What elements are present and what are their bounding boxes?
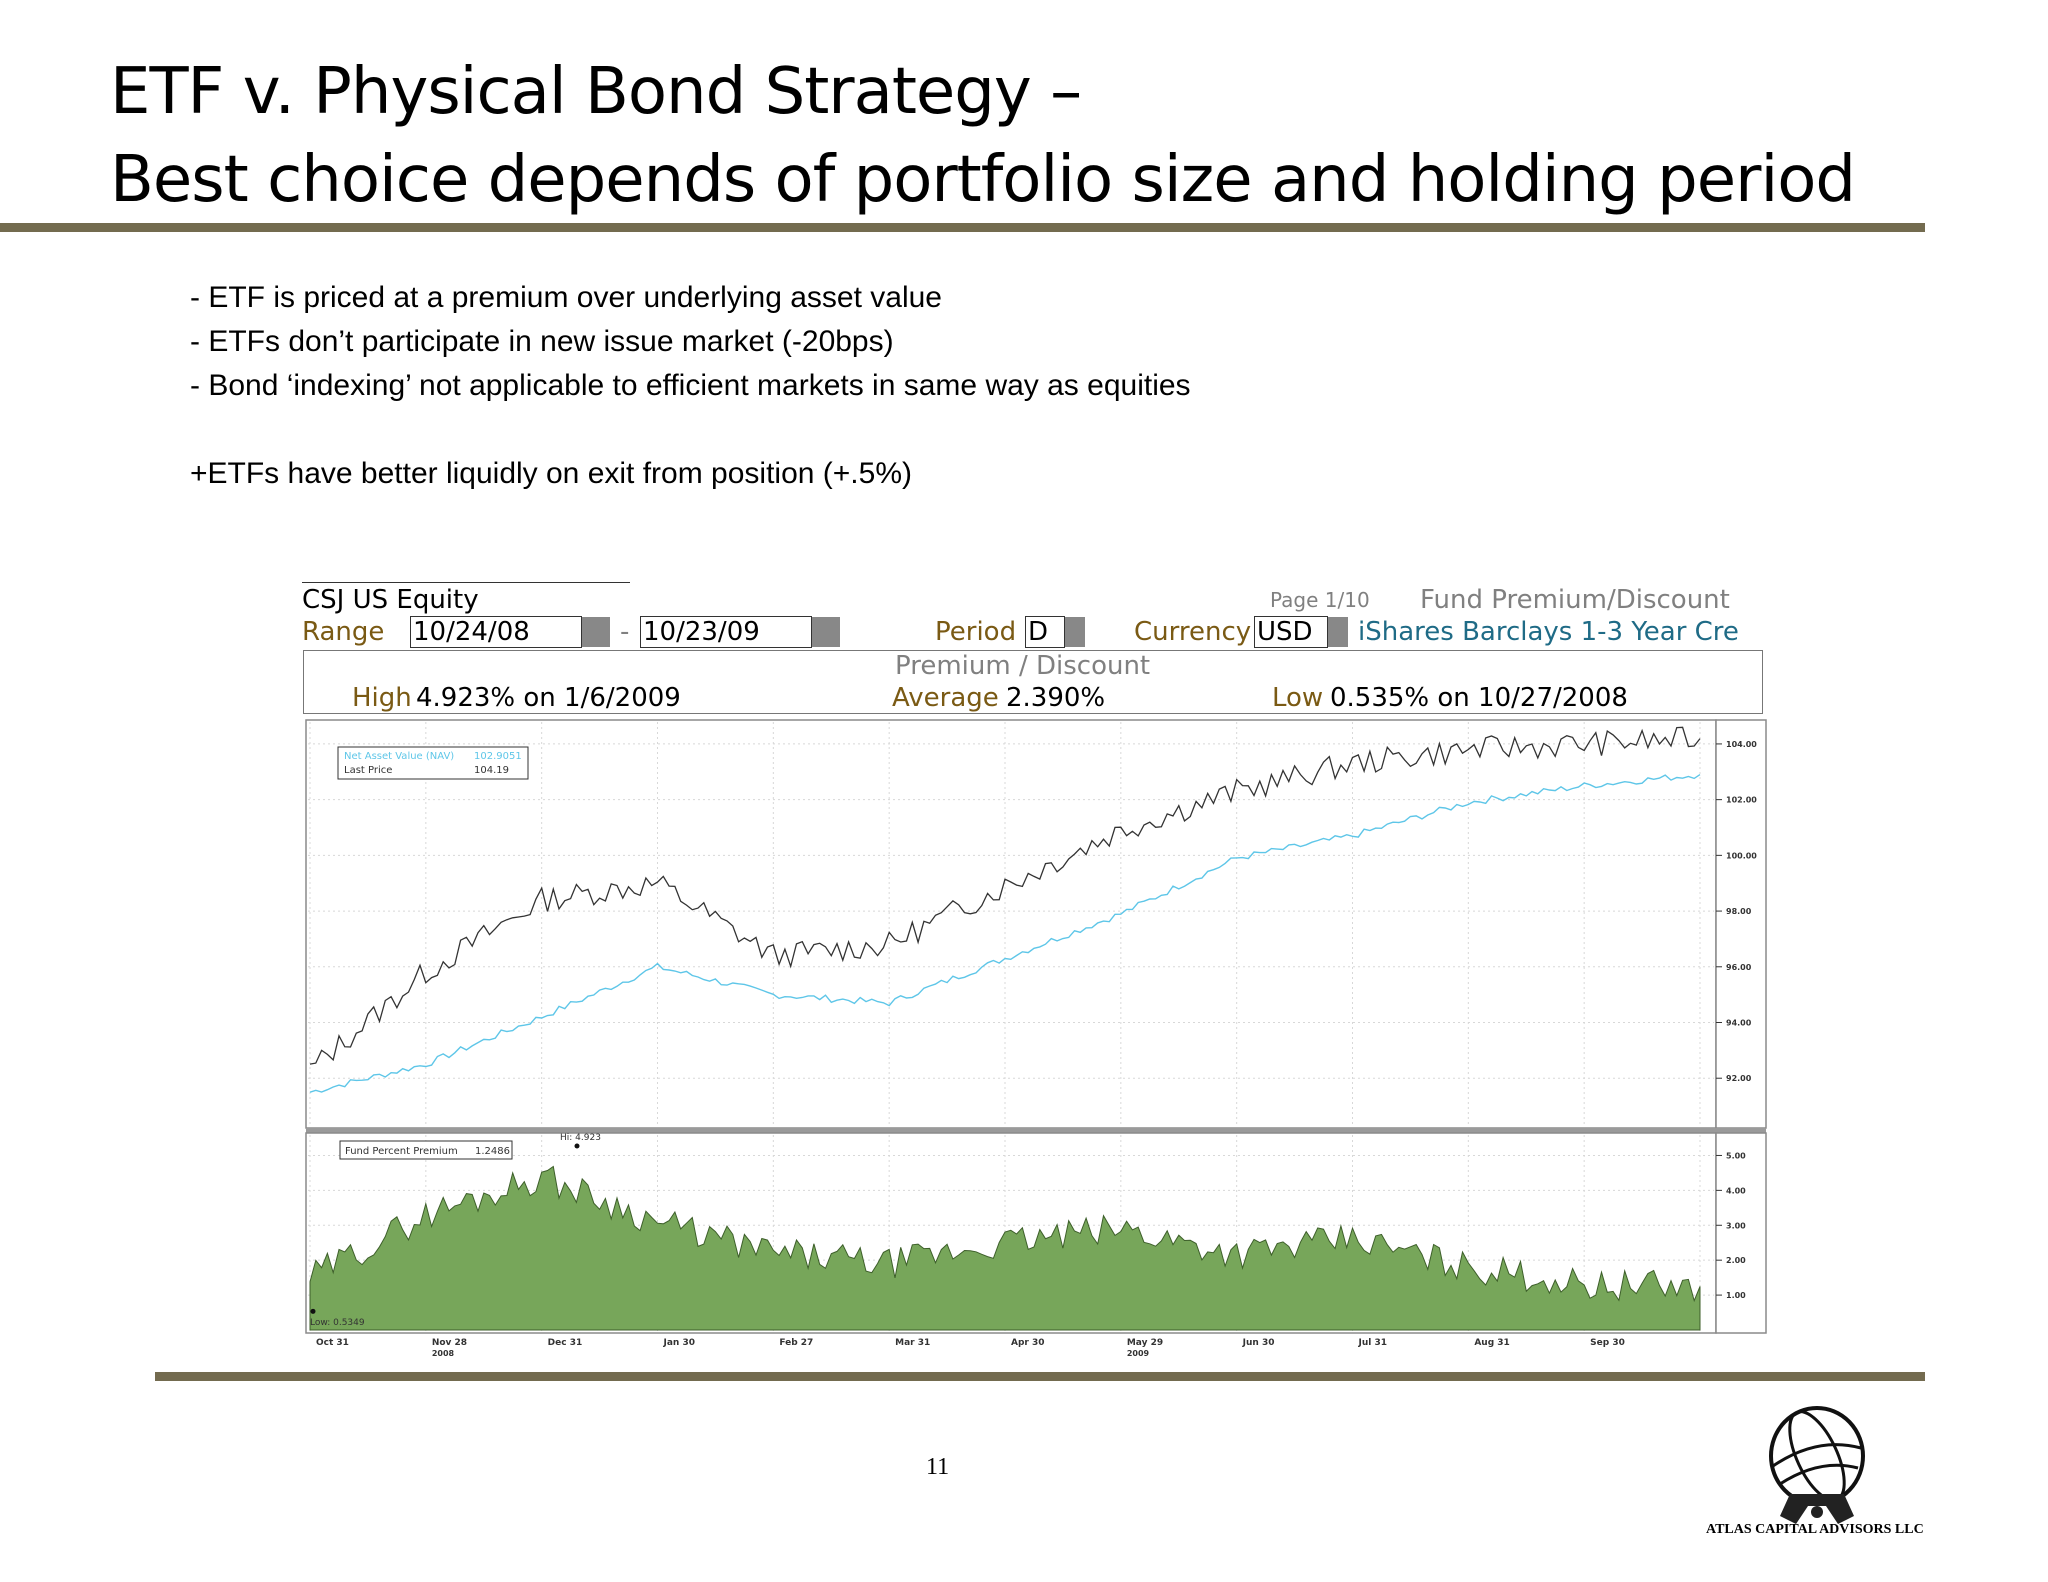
last-price-series-line	[309, 726, 1701, 1065]
price-panel	[305, 719, 1717, 1129]
premium-tick-label: 2.00	[1726, 1256, 1746, 1265]
premium-tick-label: 3.00	[1726, 1221, 1746, 1230]
x-year-label: 2008	[432, 1349, 455, 1358]
low-annotation: Low: 0.5349	[310, 1318, 365, 1328]
x-tick-label: Feb 27	[779, 1338, 813, 1348]
bloomberg-panel: CSJ US Equity Page 1/10 Fund Premium/Dis…	[300, 580, 1770, 1370]
average-value: 2.390%	[1006, 683, 1106, 713]
price-tick-label: 102.00	[1726, 796, 1757, 805]
x-tick-label: Jan 30	[663, 1338, 696, 1348]
price-tick-label: 96.00	[1726, 963, 1752, 972]
legend-premium-label: Fund Percent Premium	[345, 1146, 458, 1157]
x-tick-label: May 29	[1127, 1338, 1163, 1348]
price-tick-label: 94.00	[1726, 1019, 1752, 1028]
premium-tick-label: 1.00	[1726, 1291, 1746, 1300]
stats-title: Premium / Discount	[895, 651, 1151, 681]
legend-nav-value: 102.9051	[474, 751, 522, 762]
title-line-2: Best choice depends of portfolio size an…	[110, 143, 1856, 217]
screen-title: Fund Premium/Discount	[1420, 585, 1730, 615]
average-label: Average	[892, 683, 999, 713]
x-tick-label: Mar 31	[895, 1338, 930, 1348]
stats-bar	[303, 650, 1763, 714]
price-legend-box	[337, 746, 529, 780]
ticker-label: CSJ US Equity	[302, 585, 479, 615]
range-separator: -	[620, 617, 630, 647]
hi-marker	[574, 1143, 580, 1149]
bottom-divider	[155, 1372, 1925, 1381]
high-label: High	[352, 683, 412, 713]
price-tick-label: 92.00	[1726, 1074, 1752, 1083]
period-picker[interactable]	[1065, 617, 1085, 647]
low-marker	[310, 1308, 316, 1314]
range-end-picker[interactable]	[812, 617, 840, 647]
top-divider	[0, 223, 1925, 232]
legend-price-value: 104.19	[474, 765, 509, 776]
page-number: 11	[926, 1454, 950, 1480]
x-tick-label: Jul 31	[1358, 1338, 1388, 1348]
slide-title: ETF v. Physical Bond Strategy – Best cho…	[110, 48, 1856, 224]
title-line-1: ETF v. Physical Bond Strategy –	[110, 55, 1082, 129]
logo-text: ATLAS CAPITAL ADVISORS LLC	[1706, 1522, 1924, 1537]
page-indicator: Page 1/10	[1270, 588, 1370, 612]
high-value: 4.923% on 1/6/2009	[416, 683, 681, 713]
range-start-field[interactable]: 10/24/08	[410, 616, 582, 648]
fund-name: iShares Barclays 1-3 Year Cre	[1358, 617, 1739, 647]
period-field[interactable]: D	[1025, 616, 1065, 648]
premium-tick-label: 4.00	[1726, 1186, 1746, 1195]
legend-price-label: Last Price	[344, 765, 392, 776]
x-tick-label: Sep 30	[1590, 1338, 1625, 1348]
x-tick-label: Dec 31	[548, 1338, 583, 1348]
low-label: Low	[1272, 683, 1324, 713]
premium-area	[309, 1165, 1701, 1331]
range-end-field[interactable]: 10/23/09	[640, 616, 812, 648]
legend-nav-label: Net Asset Value (NAV)	[344, 751, 454, 762]
bullet-item: - ETF is priced at a premium over underl…	[190, 281, 942, 314]
currency-label: Currency	[1134, 617, 1252, 647]
low-value: 0.535% on 10/27/2008	[1330, 683, 1628, 713]
x-tick-label: Oct 31	[316, 1338, 349, 1348]
premium-axis-panel	[1715, 1132, 1767, 1334]
currency-field[interactable]: USD	[1254, 616, 1328, 648]
premium-tick-label: 5.00	[1726, 1151, 1746, 1160]
legend-premium-value: 1.2486	[475, 1146, 510, 1157]
panel-separator	[306, 1128, 1766, 1133]
x-tick-label: Aug 31	[1474, 1338, 1509, 1348]
period-label: Period	[935, 617, 1017, 647]
bullet-item: - Bond ‘indexing’ not applicable to effi…	[190, 369, 1191, 402]
x-tick-label: Nov 28	[432, 1338, 467, 1348]
x-tick-label: Jun 30	[1242, 1338, 1275, 1348]
price-axis-panel	[1715, 719, 1767, 1129]
nav-series-line	[309, 774, 1701, 1093]
plus-point: +ETFs have better liquidly on exit from …	[190, 457, 912, 490]
hi-annotation: Hi: 4.923	[560, 1133, 601, 1143]
currency-picker[interactable]	[1328, 617, 1348, 647]
range-label: Range	[302, 617, 385, 647]
atlas-globe-logo-icon	[1769, 1406, 1865, 1524]
price-tick-label: 100.00	[1726, 851, 1757, 860]
bullet-item: - ETFs don’t participate in new issue ma…	[190, 325, 894, 358]
x-year-label: 2009	[1127, 1349, 1150, 1358]
premium-legend-box	[339, 1140, 513, 1160]
bullet-list: - ETF is priced at a premium over underl…	[190, 276, 1191, 496]
price-tick-label: 98.00	[1726, 907, 1752, 916]
x-tick-label: Apr 30	[1011, 1338, 1045, 1348]
price-tick-label: 104.00	[1726, 740, 1757, 749]
range-start-picker[interactable]	[582, 617, 610, 647]
